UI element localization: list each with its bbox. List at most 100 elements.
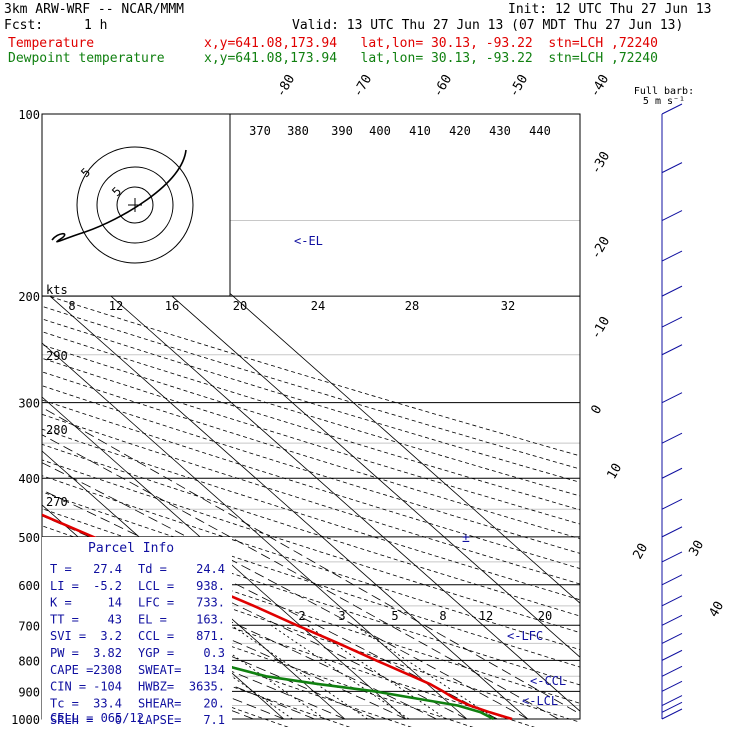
isotherm-line: [42, 288, 529, 720]
parcel-info-key: CCL =: [138, 629, 174, 643]
parcel-info-key: PW =: [50, 646, 79, 660]
wind-barb: [661, 285, 683, 297]
mixing-ratio-label: 28: [405, 299, 419, 313]
parcel-info-value: 2308: [93, 663, 122, 677]
forecast-value: 1 h: [84, 18, 108, 33]
mixing-ratio-label: 12: [109, 299, 123, 313]
level-marker: <-LCL: [522, 694, 558, 708]
wind-barb: [661, 551, 683, 563]
pressure-tick-label: 400: [18, 472, 40, 486]
parcel-info-key: YGP =: [138, 646, 174, 660]
wind-barb: [661, 614, 683, 626]
wind-barb: [661, 680, 683, 692]
parcel-info-value: 3.2: [100, 629, 122, 643]
parcel-info-key: SVI =: [50, 629, 86, 643]
pressure-tick-label: 300: [18, 397, 40, 411]
parcel-info-value: 3.82: [93, 646, 122, 660]
legend-location-dewpoint: x,y=641.08,173.94 lat,lon= 30.13, -93.22…: [204, 51, 658, 66]
wind-barb: [661, 632, 683, 644]
parcel-info-value: 134: [203, 663, 225, 677]
parcel-info-value: 0: [115, 713, 122, 727]
isotherm-tick-label: -40: [587, 72, 612, 100]
mixing-ratio-label: 3: [338, 609, 345, 623]
isotherm-tick-label: -30: [588, 149, 613, 177]
wind-barb: [661, 695, 683, 706]
parcel-info-key: SWEAT=: [138, 663, 181, 677]
isotherm-tick-label: 10: [604, 461, 625, 482]
parcel-info-key: K =: [50, 596, 72, 610]
dry-adiabat: [42, 357, 580, 525]
init-time: Init: 12 UTC Thu 27 Jun 13: [508, 2, 712, 17]
legend-location-temperature: x,y=641.08,173.94 lat,lon= 30.13, -93.22…: [204, 36, 658, 51]
parcel-info-box: [42, 537, 232, 727]
dry-adiabat: [42, 491, 580, 668]
parcel-info-value: 938.: [196, 579, 225, 593]
theta-label: 270: [46, 495, 68, 509]
plot-border: [41, 113, 581, 720]
theta-label: 280: [46, 423, 68, 437]
parcel-info-key: HWBZ=: [138, 680, 174, 694]
wind-barb: [661, 344, 683, 356]
isotherm-tick-label: -60: [430, 72, 455, 100]
parcel-info-key: SREH =: [50, 713, 93, 727]
theta-label: 420: [449, 124, 471, 138]
wind-barb: [661, 162, 683, 174]
parcel-info-value: 20.: [203, 696, 225, 710]
theta-label: 390: [331, 124, 353, 138]
wind-barb: [661, 498, 683, 510]
legend-temperature: Temperature: [8, 36, 95, 51]
dry-adiabat: [42, 443, 580, 617]
parcel-info-value: 0.3: [203, 646, 225, 660]
dry-adiabat: [42, 598, 412, 727]
isotherm-tick-label: 30: [686, 538, 707, 559]
parcel-info-key: CIN =: [50, 680, 86, 694]
parcel-info-value: 7.1: [203, 713, 225, 727]
isotherm-line: [42, 396, 407, 720]
theta-label: 290: [46, 349, 68, 363]
level-marker: <-EL: [294, 234, 323, 248]
wind-barb: [661, 250, 683, 262]
mixing-ratio-label: 5: [391, 609, 398, 623]
pressure-tick-label: 200: [18, 290, 40, 304]
pressure-tick-label: 500: [18, 531, 40, 545]
parcel-info-key: SHEAR=: [138, 696, 181, 710]
parcel-info-key: EL =: [138, 612, 167, 626]
mixing-ratio-line: [231, 624, 368, 720]
legend-dewpoint: Dewpoint temperature: [8, 51, 165, 66]
parcel-info-cell: CELL = 065/12: [50, 711, 144, 725]
mixing-ratio-line: [270, 624, 410, 720]
wind-barb: [661, 574, 683, 586]
parcel-info-value: 24.4: [196, 562, 225, 576]
wind-barb: [661, 103, 683, 115]
mixing-ratio-label: 12: [479, 609, 493, 623]
theta-label: 440: [529, 124, 551, 138]
theta-label: 430: [489, 124, 511, 138]
parcel-mark: ±: [462, 531, 470, 546]
parcel-info-value: 163.: [196, 612, 225, 626]
forecast-label: Fcst:: [4, 18, 44, 33]
mixing-ratio-line: [306, 624, 447, 720]
dry-adiabat: [42, 459, 580, 634]
parcel-info-value: 3635.: [189, 680, 225, 694]
valid-time: Valid: 13 UTC Thu 27 Jun 13 (07 MDT Thu …: [292, 18, 684, 33]
mixing-ratio-label: 20: [538, 609, 552, 623]
parcel-info-key: LI =: [50, 579, 79, 593]
parcel-info-key: Td =: [138, 562, 167, 576]
mixing-ratio-label: 2: [298, 609, 305, 623]
moist-adiabat: [42, 462, 529, 720]
level-marker: <-LFC: [507, 629, 543, 643]
wind-barb: [661, 595, 683, 607]
parcel-info-value: -104: [93, 680, 122, 694]
parcel-info-key: LCL =: [138, 579, 174, 593]
pressure-tick-label: 100: [18, 108, 40, 122]
parcel-info-value: 733.: [196, 596, 225, 610]
isotherm-tick-label: -80: [273, 72, 298, 100]
mixing-ratio-label: 16: [165, 299, 179, 313]
parcel-info-value: 27.4: [93, 562, 122, 576]
parcel-info-value: 871.: [196, 629, 225, 643]
hodograph-unit-label: kts: [46, 283, 68, 297]
model-title: 3km ARW-WRF -- NCAR/MMM: [4, 2, 185, 17]
isotherm-tick-label: -70: [350, 72, 375, 100]
moist-adiabat: [42, 595, 346, 720]
